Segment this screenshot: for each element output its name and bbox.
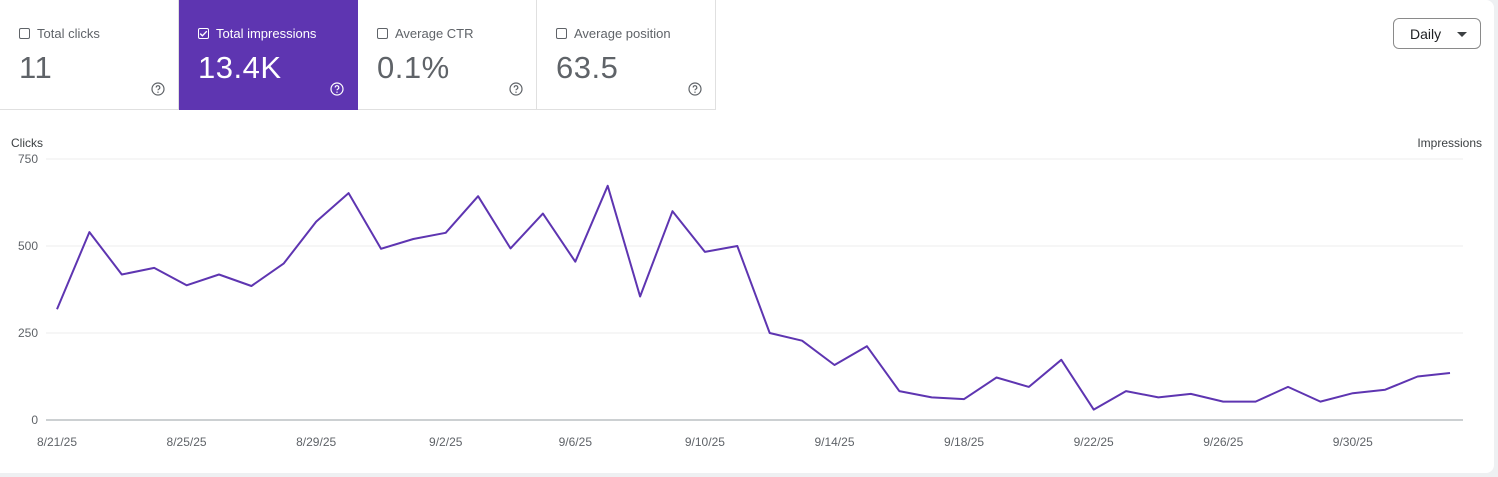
chart-gridlines: [46, 158, 1463, 421]
x-tick-labels: 8/21/25 8/25/25 8/29/25 9/2/25 9/6/25 9/10/25…: [37, 435, 1373, 449]
metric-value: 0.1%: [377, 50, 450, 85]
x-tick-label: 9/10/25: [685, 435, 725, 449]
y-tick-labels: 750 500 250 0: [18, 152, 38, 427]
data-point[interactable]: [828, 359, 840, 371]
metric-total-clicks[interactable]: Total clicks 11: [0, 0, 179, 110]
x-tick-label: 9/14/25: [814, 435, 854, 449]
help-circle-icon[interactable]: [151, 82, 165, 96]
data-point[interactable]: [667, 205, 679, 217]
data-point[interactable]: [1055, 354, 1067, 366]
data-point[interactable]: [245, 280, 257, 292]
metric-label: Average position: [574, 26, 671, 41]
y-tick-label: 250: [18, 326, 38, 340]
period-dropdown-label: Daily: [1410, 25, 1442, 42]
y-tick-label: 500: [18, 239, 38, 253]
y-axis-label-right: Impressions: [1417, 136, 1482, 150]
metric-value: 63.5: [556, 50, 619, 85]
data-point[interactable]: [569, 256, 581, 268]
metric-label: Total impressions: [216, 26, 317, 41]
x-tick-label: 9/22/25: [1074, 435, 1114, 449]
x-tick-label: 8/21/25: [37, 435, 77, 449]
data-point[interactable]: [699, 246, 711, 258]
metric-total-impressions[interactable]: Total impressions 13.4K: [179, 0, 358, 110]
metric-average-position[interactable]: Average position 63.5: [537, 0, 716, 110]
data-point[interactable]: [181, 279, 193, 291]
x-tick-label: 8/25/25: [167, 435, 207, 449]
x-tick-label: 9/26/25: [1203, 435, 1243, 449]
data-point[interactable]: [1250, 396, 1262, 408]
caret-down-icon: [1457, 32, 1467, 37]
data-point[interactable]: [893, 385, 905, 397]
data-point[interactable]: [990, 372, 1002, 384]
metric-label: Average CTR: [395, 26, 474, 41]
x-tick-label: 9/18/25: [944, 435, 984, 449]
checkbox-icon[interactable]: [19, 28, 30, 39]
series-points: [51, 180, 1456, 416]
data-point[interactable]: [1347, 387, 1359, 399]
metric-value: 13.4K: [198, 50, 282, 85]
data-point[interactable]: [1023, 381, 1035, 393]
impressions-series-line: [56, 184, 1451, 411]
help-circle-icon[interactable]: [509, 82, 523, 96]
x-tick-label: 9/2/25: [429, 435, 463, 449]
data-point[interactable]: [343, 187, 355, 199]
data-point[interactable]: [83, 226, 95, 238]
data-point[interactable]: [1314, 396, 1326, 408]
data-point[interactable]: [440, 227, 452, 239]
metric-average-ctr[interactable]: Average CTR 0.1%: [358, 0, 537, 110]
data-point[interactable]: [278, 257, 290, 269]
data-point[interactable]: [926, 391, 938, 403]
data-point[interactable]: [505, 242, 517, 254]
data-point[interactable]: [148, 262, 160, 274]
checkbox-checked-icon[interactable]: [198, 28, 209, 39]
x-tick-label: 8/29/25: [296, 435, 336, 449]
data-point[interactable]: [731, 240, 743, 252]
data-point[interactable]: [1088, 404, 1100, 416]
data-point[interactable]: [213, 269, 225, 281]
checkbox-icon[interactable]: [377, 28, 388, 39]
data-point[interactable]: [796, 335, 808, 347]
metric-label: Total clicks: [37, 26, 100, 41]
x-tick-label: 9/30/25: [1333, 435, 1373, 449]
data-point[interactable]: [602, 180, 614, 192]
y-tick-label: 750: [18, 152, 38, 166]
data-point[interactable]: [116, 269, 128, 281]
data-point[interactable]: [861, 340, 873, 352]
help-circle-icon[interactable]: [330, 82, 344, 96]
data-point[interactable]: [537, 208, 549, 220]
data-point[interactable]: [310, 216, 322, 228]
data-point[interactable]: [51, 303, 63, 315]
data-point[interactable]: [1379, 384, 1391, 396]
data-point[interactable]: [1185, 388, 1197, 400]
data-point[interactable]: [375, 243, 387, 255]
data-point[interactable]: [1217, 396, 1229, 408]
data-point[interactable]: [1412, 371, 1424, 383]
data-point[interactable]: [407, 233, 419, 245]
data-point[interactable]: [958, 393, 970, 405]
checkbox-icon[interactable]: [556, 28, 567, 39]
data-point[interactable]: [472, 190, 484, 202]
y-tick-label: 0: [31, 413, 38, 427]
data-point[interactable]: [1152, 391, 1164, 403]
data-point[interactable]: [634, 290, 646, 302]
period-dropdown[interactable]: Daily: [1393, 18, 1481, 49]
metric-tabs: Total clicks 11 Total impressions 13.4K: [0, 0, 716, 111]
data-point[interactable]: [764, 327, 776, 339]
y-axis-label-left: Clicks: [11, 136, 43, 150]
metric-value: 11: [19, 50, 53, 85]
x-tick-label: 9/6/25: [559, 435, 593, 449]
data-point[interactable]: [1444, 367, 1456, 379]
help-circle-icon[interactable]: [688, 82, 702, 96]
data-point[interactable]: [1282, 381, 1294, 393]
data-point[interactable]: [1120, 385, 1132, 397]
